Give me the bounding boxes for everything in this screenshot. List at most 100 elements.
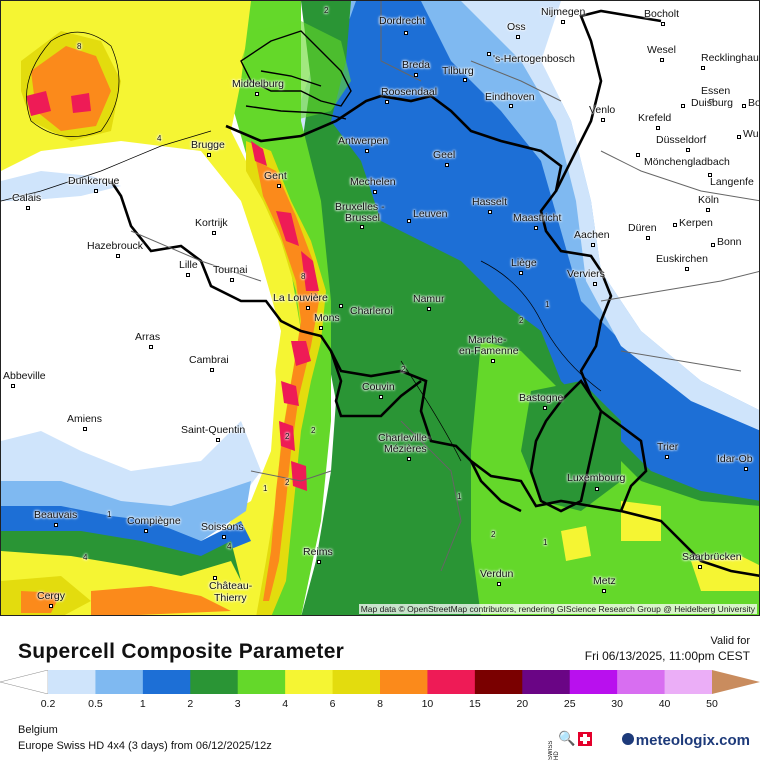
city-label[interactable]: Marche- [468, 334, 507, 346]
city-marker [94, 189, 98, 193]
city-marker [709, 99, 713, 103]
city-label[interactable]: Recklinghau [701, 52, 759, 64]
city-label[interactable]: Brugge [191, 139, 225, 151]
city-label[interactable]: Duisburg [691, 97, 734, 109]
city-label[interactable]: Mönchengladbach [644, 156, 730, 168]
city-marker [210, 368, 214, 372]
city-label[interactable]: Dordrecht [379, 15, 426, 27]
city-label[interactable]: Lille [179, 259, 198, 271]
city-label[interactable]: Roosendaal [381, 86, 438, 98]
city-marker [656, 126, 660, 130]
city-label[interactable]: Essen [701, 85, 731, 97]
city-label[interactable]: Bastogne [519, 392, 564, 404]
city-label[interactable]: Euskirchen [656, 253, 708, 265]
city-label[interactable]: Brussel [345, 212, 381, 224]
city-label[interactable]: Breda [402, 59, 431, 71]
map-panel[interactable]: 8 4 2 2 8 2 2 1 1 2 1 4 1 4 1 2 2 Dordre… [0, 0, 760, 616]
model-run-label: Europe Swiss HD 4x4 (3 days) from 06/12/… [18, 740, 272, 752]
city-label[interactable]: Düren [628, 222, 657, 234]
city-label[interactable]: Maastricht [513, 212, 562, 224]
city-marker [742, 104, 746, 108]
city-label[interactable]: Couvin [362, 381, 395, 393]
city-label[interactable]: Kerpen [679, 217, 713, 229]
city-marker [686, 148, 690, 152]
city-label[interactable]: Charleville- [378, 432, 431, 444]
city-label[interactable]: Calais [12, 192, 42, 204]
scale-arrow-right [712, 670, 760, 694]
city-label[interactable]: Dunkerque [68, 175, 120, 187]
city-label[interactable]: Beauvais [34, 509, 78, 521]
city-label[interactable]: Geel [433, 149, 456, 161]
city-label[interactable]: Saint-Quentin [181, 424, 246, 436]
city-marker [685, 267, 689, 271]
city-label[interactable]: Bo [748, 97, 760, 109]
city-label[interactable]: Compiègne [127, 515, 181, 527]
city-label[interactable]: Eindhoven [485, 91, 535, 103]
city-label[interactable]: Tournai [213, 264, 248, 276]
city-label[interactable]: Wesel [647, 44, 676, 56]
city-label[interactable]: Wu [743, 128, 759, 140]
city-marker [708, 173, 712, 177]
city-label[interactable]: Düsseldorf [656, 134, 707, 146]
city-label[interactable]: Liège [511, 257, 537, 269]
city-label[interactable]: Bruxelles - [335, 201, 385, 213]
contour-label: 1 [263, 484, 268, 493]
city-label[interactable]: Kortrijk [195, 217, 228, 229]
city-label[interactable]: Idar-Ob [717, 453, 753, 465]
city-label[interactable]: Leuven [413, 208, 448, 220]
city-label[interactable]: Antwerpen [338, 135, 389, 147]
city-label[interactable]: Reims [303, 546, 333, 558]
city-label[interactable]: La Louvière [273, 292, 328, 304]
city-marker [673, 223, 677, 227]
city-label[interactable]: Hasselt [472, 196, 508, 208]
city-label[interactable]: Luxembourg [567, 472, 626, 484]
city-label[interactable]: Mechelen [350, 176, 396, 188]
city-label[interactable]: Verdun [480, 568, 514, 580]
city-label[interactable]: Langenfe [710, 176, 754, 188]
city-label[interactable]: Trier [657, 441, 679, 453]
city-marker [595, 487, 599, 491]
city-label[interactable]: Bonn [717, 236, 742, 248]
scale-tick-label: 4 [282, 698, 289, 710]
city-label[interactable]: Venlo [589, 104, 616, 116]
city-marker [26, 206, 30, 210]
scale-swatch [522, 670, 571, 694]
magnifier-icon[interactable]: 🔍 [558, 730, 576, 746]
city-label[interactable]: Bocholt [644, 8, 680, 20]
city-marker [373, 190, 377, 194]
scale-swatch [569, 670, 618, 694]
city-label[interactable]: Middelburg [232, 78, 284, 90]
city-label[interactable]: Mézières [384, 443, 427, 455]
city-label[interactable]: Soissons [201, 521, 244, 533]
city-label[interactable]: Mons [314, 312, 340, 324]
city-label[interactable]: Amiens [67, 413, 103, 425]
city-label[interactable]: Gent [264, 170, 287, 182]
brand-logo[interactable]: meteologix.com [621, 732, 750, 749]
city-label[interactable]: Cergy [37, 590, 66, 602]
city-marker [463, 78, 467, 82]
city-label[interactable]: Cambrai [189, 354, 229, 366]
city-label[interactable]: Tilburg [442, 65, 474, 77]
city-label[interactable]: Nijmegen [541, 6, 586, 18]
city-label[interactable]: en-Famenne [459, 345, 519, 357]
city-label[interactable]: Köln [698, 194, 720, 206]
city-marker [661, 22, 665, 26]
city-label[interactable]: 's-Hertogenbosch [493, 53, 575, 65]
city-label[interactable]: Hazebrouck [87, 240, 144, 252]
city-label[interactable]: Aachen [574, 229, 610, 241]
city-label[interactable]: Arras [135, 331, 161, 343]
contour-label: 1 [107, 510, 112, 519]
city-label[interactable]: Château- [209, 580, 253, 592]
city-label[interactable]: Abbeville [3, 370, 46, 382]
city-label[interactable]: Krefeld [638, 112, 672, 124]
city-label[interactable]: Oss [507, 21, 526, 33]
city-marker [427, 307, 431, 311]
scale-swatch [48, 670, 96, 694]
city-marker [339, 304, 343, 308]
city-label[interactable]: Namur [413, 293, 445, 305]
city-label[interactable]: Metz [593, 575, 616, 587]
city-label[interactable]: Charleroi [350, 305, 393, 317]
city-label[interactable]: Saarbrücken [682, 551, 742, 563]
city-label[interactable]: Verviers [567, 268, 605, 280]
city-label[interactable]: Thierry [214, 592, 247, 604]
